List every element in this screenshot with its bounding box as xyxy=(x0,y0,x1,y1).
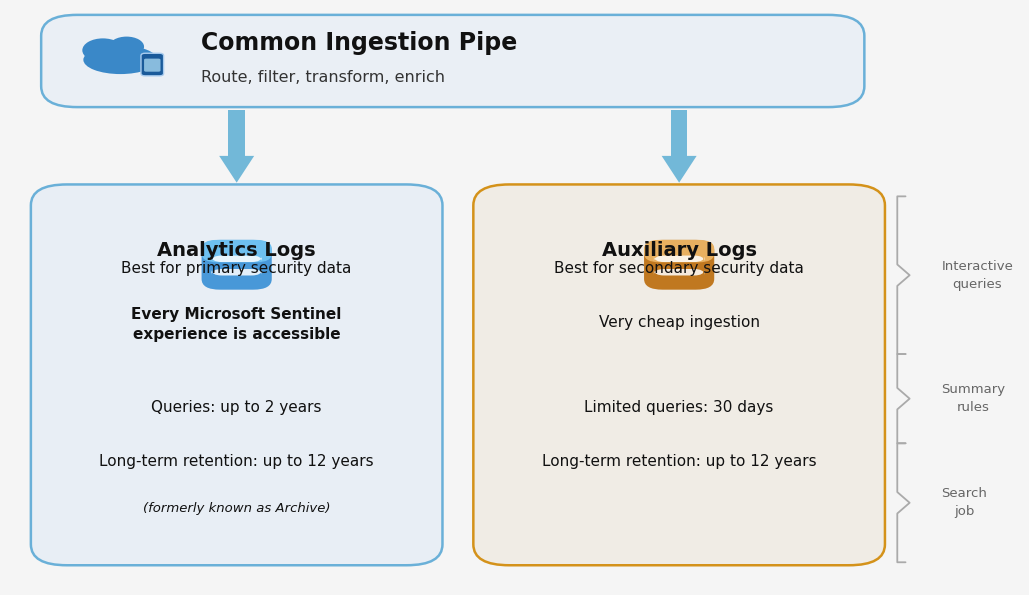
FancyBboxPatch shape xyxy=(144,59,161,71)
Text: Auxiliary Logs: Auxiliary Logs xyxy=(602,241,756,260)
FancyBboxPatch shape xyxy=(211,256,262,262)
Polygon shape xyxy=(671,110,687,156)
FancyBboxPatch shape xyxy=(202,240,272,262)
Text: Search
job: Search job xyxy=(942,487,988,518)
Circle shape xyxy=(82,38,123,62)
Text: Limited queries: 30 days: Limited queries: 30 days xyxy=(584,400,774,415)
Circle shape xyxy=(109,36,144,57)
Polygon shape xyxy=(662,156,697,183)
Polygon shape xyxy=(219,156,254,183)
FancyBboxPatch shape xyxy=(653,256,705,262)
FancyBboxPatch shape xyxy=(653,269,705,275)
Text: Long-term retention: up to 12 years: Long-term retention: up to 12 years xyxy=(100,453,374,469)
FancyBboxPatch shape xyxy=(202,240,272,290)
Text: Analytics Logs: Analytics Logs xyxy=(157,241,316,260)
Text: Long-term retention: up to 12 years: Long-term retention: up to 12 years xyxy=(542,453,816,469)
Text: Queries: up to 2 years: Queries: up to 2 years xyxy=(151,400,322,415)
Ellipse shape xyxy=(83,45,157,74)
Polygon shape xyxy=(228,110,245,156)
Text: Every Microsoft Sentinel
experience is accessible: Every Microsoft Sentinel experience is a… xyxy=(132,307,342,342)
FancyBboxPatch shape xyxy=(644,240,714,290)
FancyBboxPatch shape xyxy=(31,184,442,565)
FancyBboxPatch shape xyxy=(473,184,885,565)
Text: (formerly known as Archive): (formerly known as Archive) xyxy=(143,502,330,515)
FancyBboxPatch shape xyxy=(41,15,864,107)
Text: Route, filter, transform, enrich: Route, filter, transform, enrich xyxy=(201,70,445,85)
Text: Common Ingestion Pipe: Common Ingestion Pipe xyxy=(201,31,517,55)
Text: Best for primary security data: Best for primary security data xyxy=(121,261,352,277)
Text: Very cheap ingestion: Very cheap ingestion xyxy=(599,315,759,330)
Text: Summary
rules: Summary rules xyxy=(942,383,1005,414)
Text: Best for secondary security data: Best for secondary security data xyxy=(555,261,804,277)
FancyBboxPatch shape xyxy=(211,269,262,275)
FancyBboxPatch shape xyxy=(141,54,164,76)
Text: Interactive
queries: Interactive queries xyxy=(942,259,1014,291)
FancyBboxPatch shape xyxy=(644,240,714,262)
